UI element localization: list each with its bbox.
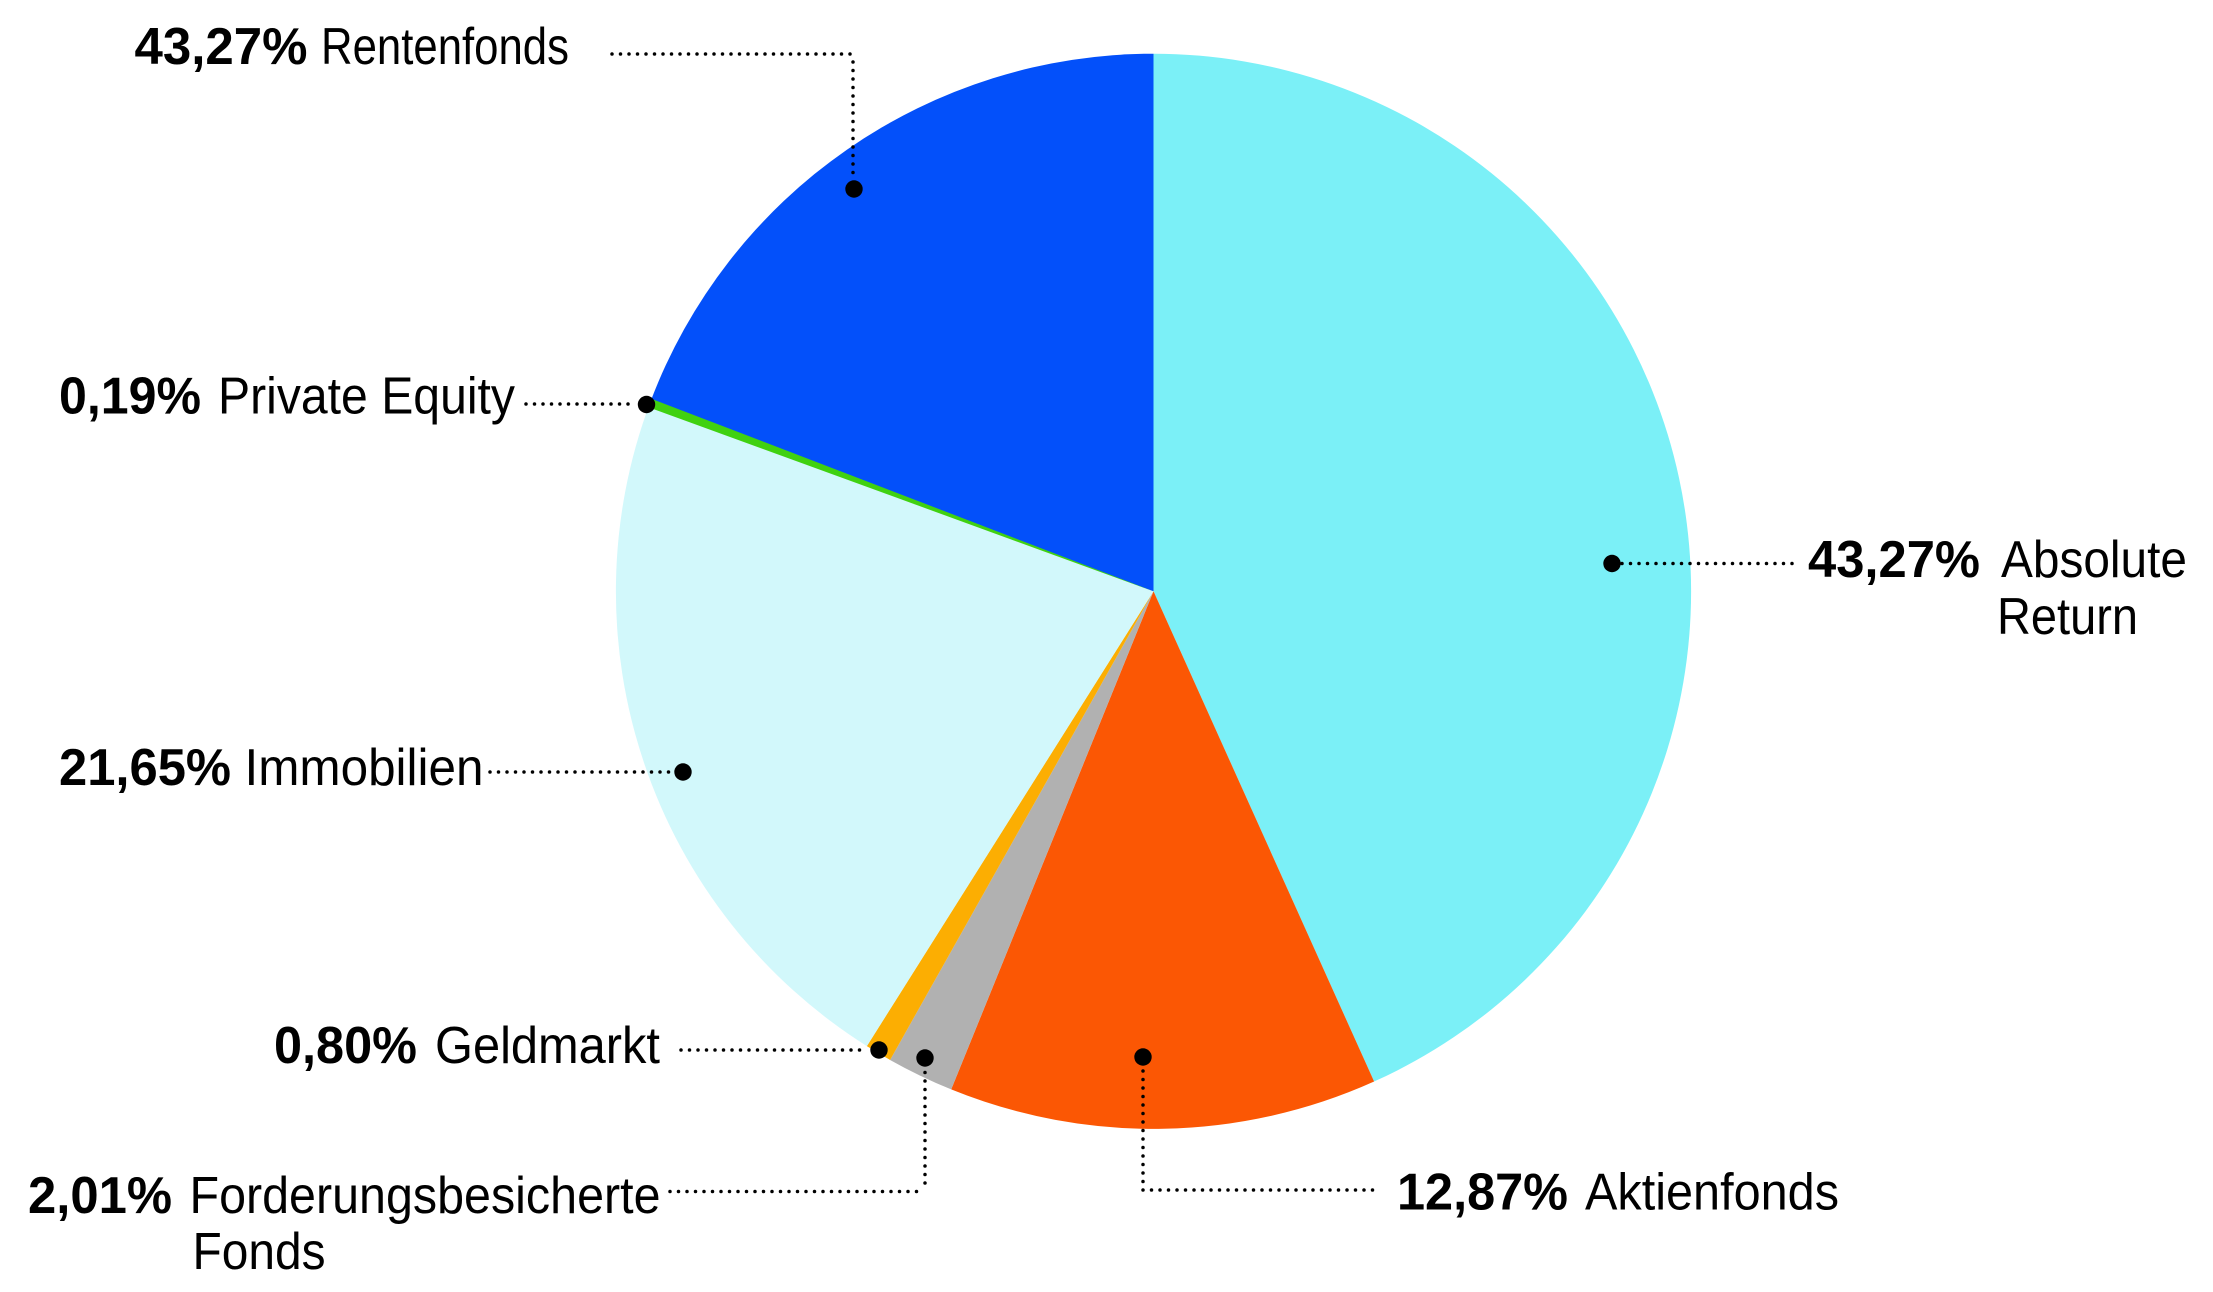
svg-text:2,01%: 2,01% xyxy=(28,1166,172,1224)
svg-text:Private Equity: Private Equity xyxy=(218,367,515,425)
svg-text:Return: Return xyxy=(1997,587,2138,645)
svg-text:21,65%: 21,65% xyxy=(59,738,231,796)
svg-text:Immobilien: Immobilien xyxy=(245,738,484,796)
svg-text:0,80%: 0,80% xyxy=(274,1016,417,1074)
svg-text:Geldmarkt: Geldmarkt xyxy=(435,1016,660,1074)
svg-text:Aktienfonds: Aktienfonds xyxy=(1585,1163,1839,1221)
svg-text:Fonds: Fonds xyxy=(193,1222,326,1280)
svg-text:Absolute: Absolute xyxy=(2001,530,2187,588)
svg-text:43,27%: 43,27% xyxy=(135,17,308,75)
svg-text:Rentenfonds: Rentenfonds xyxy=(321,17,569,75)
svg-text:12,87%: 12,87% xyxy=(1397,1163,1568,1221)
svg-text:0,19%: 0,19% xyxy=(59,367,201,425)
svg-text:Forderungsbesicherte: Forderungsbesicherte xyxy=(190,1166,661,1224)
svg-text:43,27%: 43,27% xyxy=(1808,530,1980,588)
